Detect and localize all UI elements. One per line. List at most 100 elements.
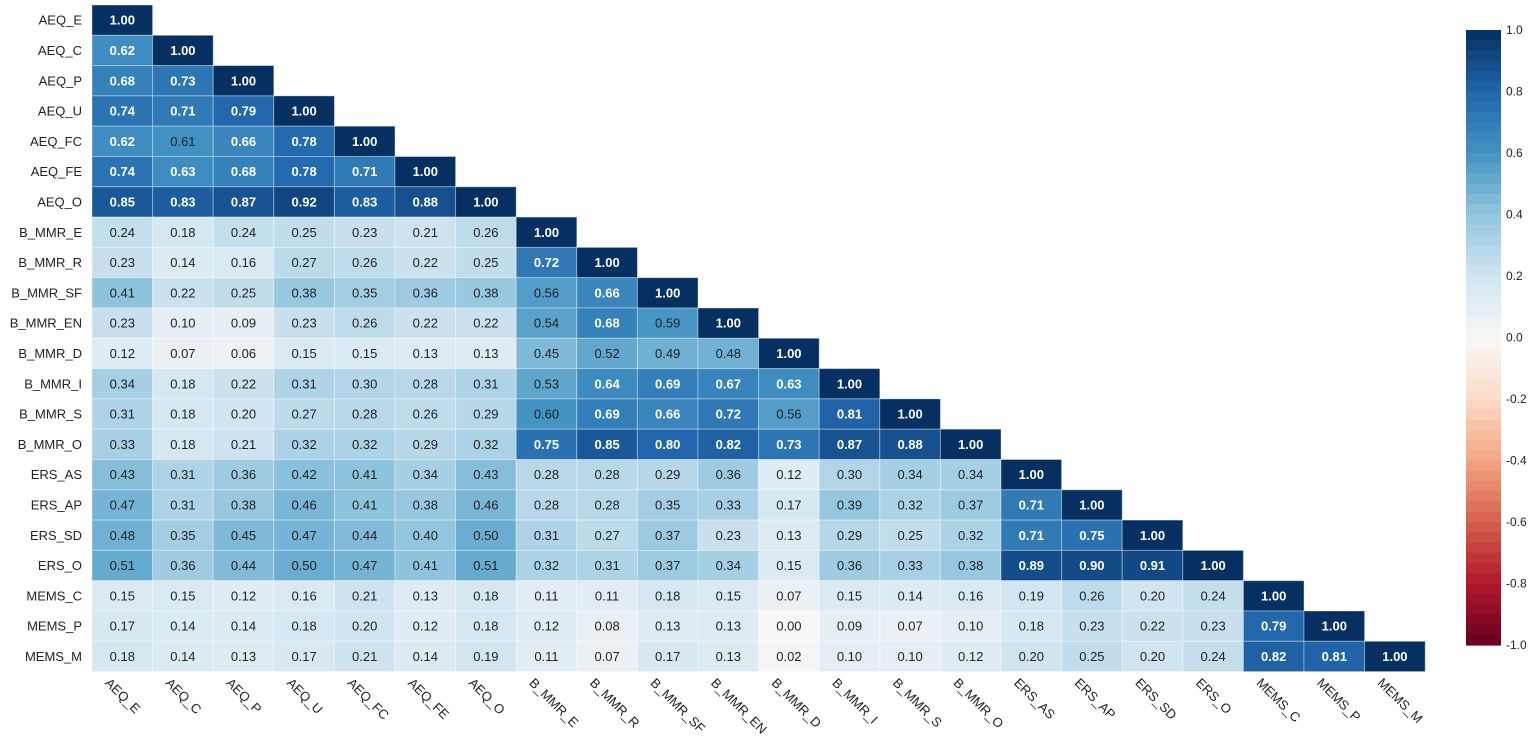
- colorbar-segment: [1466, 593, 1501, 605]
- heatmap-cell: [152, 398, 214, 430]
- cell-value-label: 0.15: [352, 346, 377, 361]
- heatmap-cell: [91, 34, 154, 67]
- cell-value-label: 0.19: [473, 649, 498, 664]
- heatmap-cell: [1242, 580, 1305, 612]
- cell-value-label: 0.10: [958, 619, 983, 634]
- heatmap-cell: [212, 580, 275, 612]
- cell-value-label: 0.20: [352, 619, 377, 634]
- colorbar-tick-label: 0.4: [1506, 208, 1523, 222]
- heatmap-cell: [333, 428, 396, 461]
- heatmap-cell: [1182, 610, 1244, 642]
- colorbar-segment: [1466, 460, 1501, 472]
- heatmap-cell: [394, 307, 457, 339]
- heatmap-cell: [273, 156, 335, 188]
- heatmap-cell: [212, 65, 275, 97]
- cell-value-label: 0.12: [534, 619, 559, 634]
- colorbar-segment: [1466, 112, 1501, 123]
- cell-value-label: 0.10: [170, 316, 195, 331]
- cell-value-label: 0.17: [110, 619, 135, 634]
- cell-value-label: 0.32: [473, 437, 498, 452]
- colorbar-segment: [1466, 429, 1501, 441]
- cell-value-label: 0.79: [1261, 619, 1286, 634]
- cell-value-label: 0.68: [594, 316, 619, 331]
- cell-value-label: 0.11: [534, 649, 558, 664]
- x-tick-label: AEQ_O: [466, 675, 508, 717]
- cell-value-label: 0.68: [231, 164, 256, 179]
- heatmap-cell: [515, 459, 578, 491]
- heatmap-cell: [1121, 640, 1184, 673]
- cell-value-label: 0.73: [776, 437, 801, 452]
- heatmap-cell: [152, 246, 214, 279]
- cell-value-label: 0.15: [291, 346, 316, 361]
- cell-value-label: 0.29: [473, 407, 498, 422]
- heatmap-cell: [879, 610, 941, 642]
- cell-value-label: 0.12: [776, 467, 801, 482]
- y-tick-label: B_MMR_S: [19, 407, 82, 422]
- cell-value-label: 0.23: [1200, 619, 1225, 634]
- cell-value-label: 0.18: [1019, 619, 1044, 634]
- cell-value-label: 0.18: [473, 588, 498, 603]
- heatmap-cell: [697, 307, 760, 339]
- cell-value-label: 0.45: [534, 346, 559, 361]
- heatmap-cell: [455, 368, 517, 400]
- cell-value-label: 0.38: [291, 285, 316, 300]
- cell-value-label: 0.64: [594, 376, 620, 391]
- cell-value-label: 0.37: [655, 528, 680, 543]
- cell-value-label: 0.21: [352, 649, 377, 664]
- cell-value-label: 0.13: [776, 528, 801, 543]
- heatmap-cell: [1061, 580, 1123, 612]
- heatmap-cell: [91, 337, 154, 370]
- cell-value-label: 0.25: [1079, 649, 1104, 664]
- cell-value-label: 0.14: [231, 619, 256, 634]
- heatmap-cell: [636, 337, 699, 370]
- colorbar-segment: [1466, 153, 1501, 164]
- cell-value-label: 0.81: [837, 407, 862, 422]
- colorbar-tick-label: 1.0: [1506, 23, 1523, 37]
- cell-value-label: 0.85: [594, 437, 619, 452]
- x-tick-label: B_MMR_EN: [708, 675, 770, 737]
- cell-value-label: 1.00: [655, 285, 680, 300]
- heatmap-cell: [636, 277, 699, 309]
- cell-value-label: 0.07: [776, 588, 801, 603]
- heatmap-cell: [394, 640, 457, 673]
- cell-value-label: 0.19: [1019, 588, 1044, 603]
- cell-value-label: 0.49: [655, 346, 680, 361]
- heatmap-cell: [91, 186, 154, 218]
- heatmap-cell: [455, 428, 517, 461]
- heatmap-cell: [212, 156, 275, 188]
- y-tick-label: B_MMR_D: [18, 346, 82, 361]
- y-tick-label: AEQ_C: [38, 43, 82, 58]
- colorbar-segment: [1466, 501, 1501, 513]
- cell-value-label: 0.74: [110, 104, 136, 119]
- cell-value-label: 0.17: [776, 497, 801, 512]
- cell-value-label: 0.48: [110, 528, 135, 543]
- cell-value-label: 0.28: [534, 497, 559, 512]
- heatmap-cell: [758, 398, 820, 430]
- heatmap-cell: [152, 519, 214, 551]
- colorbar-segment: [1466, 132, 1501, 144]
- cell-value-label: 0.21: [231, 437, 256, 452]
- cell-value-label: 0.45: [231, 528, 256, 543]
- cell-value-label: 0.66: [655, 407, 680, 422]
- heatmap-cell: [91, 580, 154, 612]
- cell-value-label: 0.27: [291, 407, 316, 422]
- cell-value-label: 0.15: [110, 588, 135, 603]
- cell-value-label: 0.91: [1140, 558, 1165, 573]
- heatmap-cell: [697, 640, 760, 673]
- cell-value-label: 0.17: [655, 649, 680, 664]
- colorbar-segment: [1466, 491, 1501, 503]
- heatmap-cell: [1182, 640, 1244, 673]
- x-tick-label: AEQ_U: [284, 675, 326, 717]
- heatmap-cell: [697, 489, 760, 521]
- cell-value-label: 0.30: [352, 376, 377, 391]
- cell-value-label: 0.81: [1322, 649, 1347, 664]
- cell-value-label: 0.14: [170, 649, 195, 664]
- heatmap-cell: [212, 398, 275, 430]
- heatmap-cell: [576, 428, 638, 461]
- heatmap-cell: [879, 580, 941, 612]
- colorbar-segment: [1466, 204, 1501, 216]
- y-tick-label: AEQ_O: [37, 194, 82, 209]
- heatmap-cell: [152, 610, 214, 642]
- cell-value-label: 0.17: [291, 649, 316, 664]
- cell-value-label: 0.46: [473, 497, 498, 512]
